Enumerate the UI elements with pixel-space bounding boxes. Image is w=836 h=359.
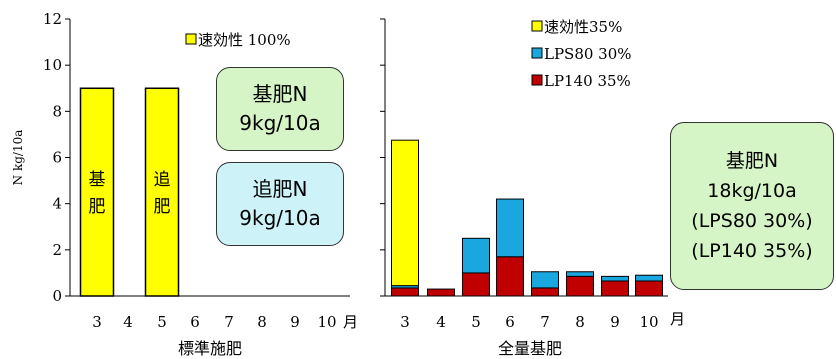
- chart1-y-tick-label: 8: [52, 102, 62, 120]
- box2-line-1: 追肥N: [252, 177, 308, 201]
- chart2-bar-lps80-segment: [496, 198, 524, 258]
- chart2-legend-label: 速効性35%: [544, 18, 622, 36]
- basal-n-standard-box: 基肥N 9kg/10a: [216, 67, 344, 151]
- chart2-bar-lp140-segment: [566, 275, 594, 297]
- chart1-bar-label-char: 肥: [154, 197, 171, 217]
- chart1-x-tick-label: 10: [317, 313, 336, 331]
- chart2-x-tick-label: 8: [575, 313, 585, 331]
- chart1-y-tick-label: 2: [52, 241, 62, 259]
- chart2-bar-lps80-segment: [601, 275, 629, 282]
- chart2-x-axis-title: 全量基肥: [498, 339, 562, 358]
- chart1-x-tick-label: 8: [257, 313, 267, 331]
- chart1-y-tick-label: 12: [43, 10, 62, 28]
- chart2-legend-swatch: [531, 20, 543, 32]
- chart1-bar-label-char: 肥: [89, 197, 106, 217]
- chart2-month-unit: 月: [670, 310, 685, 328]
- chart2-bar-fast-acting-segment: [391, 139, 419, 287]
- chart2-bar-lp140-segment: [635, 280, 663, 297]
- chart2-x-tick-label: 9: [610, 313, 620, 331]
- chart1-y-tick-label: 6: [52, 149, 62, 167]
- chart1-month-unit: 月: [343, 313, 358, 331]
- box3-line-3: (LPS80 30%): [691, 210, 813, 232]
- chart2-bar-lp140-segment: [496, 256, 524, 297]
- chart2-bar-lp140-segment: [391, 287, 419, 297]
- chart1-bar: [144, 87, 180, 297]
- box3-line-4: (LP140 35%): [691, 240, 813, 262]
- chart1-legend-label: 速効性 100%: [198, 31, 291, 49]
- chart2-bar-lp140-segment: [427, 288, 455, 297]
- chart2-x-tick-label: 3: [400, 313, 410, 331]
- chart2-bar-lp140-segment: [531, 287, 559, 297]
- basal-n-total-box: 基肥N 18kg/10a (LPS80 30%) (LP140 35%): [670, 122, 834, 290]
- chart1-x-tick-label: 7: [224, 313, 234, 331]
- chart2-legend-swatch: [531, 47, 543, 59]
- chart1-x-tick-label: 6: [190, 313, 200, 331]
- chart1-y-axis-title: N kg/10a: [11, 130, 25, 186]
- chart2-legend-label: LPS80 30%: [544, 45, 632, 63]
- chart1-x-tick-label: 9: [290, 313, 300, 331]
- chart2-legend-label: LP140 35%: [544, 72, 631, 90]
- box2-line-2: 9kg/10a: [239, 206, 321, 230]
- chart2-bar-lps80-segment: [531, 271, 559, 289]
- chart2-bar-lp140-segment: [462, 272, 490, 297]
- box3-line-2: 18kg/10a: [707, 180, 797, 202]
- chart1-x-tick-label: 3: [92, 313, 102, 331]
- chart2-x-tick-label: 7: [540, 313, 550, 331]
- chart2-x-tick-label: 4: [436, 313, 446, 331]
- chart1-x-axis-title: 標準施肥: [178, 339, 242, 358]
- chart2-x-tick-label: 6: [505, 313, 515, 331]
- chart2-bar-lps80-segment: [635, 274, 663, 282]
- chart1-x-tick-label: 4: [123, 313, 133, 331]
- box1-line-2: 9kg/10a: [239, 111, 321, 135]
- chart2-bar-lp140-segment: [601, 280, 629, 297]
- chart2-legend-swatch: [531, 74, 543, 86]
- chart1-legend-swatch: [185, 33, 197, 45]
- chart1-y-tick-label: 4: [52, 195, 62, 213]
- chart1-x-tick-label: 5: [157, 313, 167, 331]
- chart2-x-tick-label: 10: [639, 313, 658, 331]
- box1-line-1: 基肥N: [252, 82, 308, 106]
- chart1-bar: [79, 87, 115, 297]
- chart1-bar-label-char: 追: [154, 170, 171, 190]
- chart2-bar-lps80-segment: [566, 271, 594, 277]
- chart1-bar-label-char: 基: [89, 170, 106, 190]
- chart1-y-tick-label: 0: [52, 287, 62, 305]
- chart1-y-tick-label: 10: [43, 56, 62, 74]
- topdress-n-box: 追肥N 9kg/10a: [216, 162, 344, 246]
- chart2-bar-lps80-segment: [462, 237, 490, 274]
- chart2-x-tick-label: 5: [471, 313, 481, 331]
- box3-line-1: 基肥N: [725, 150, 779, 172]
